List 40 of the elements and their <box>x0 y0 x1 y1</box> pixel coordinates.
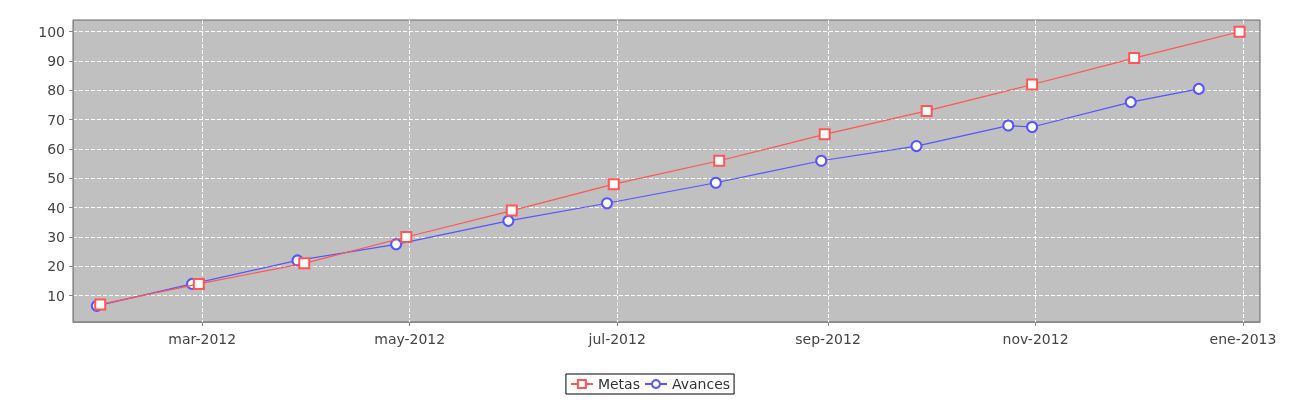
point <box>600 197 613 210</box>
x-tick-label: may-2012 <box>374 331 446 347</box>
point <box>192 277 205 290</box>
y-tick-label: 80 <box>47 82 65 99</box>
point <box>1026 78 1039 91</box>
point <box>815 154 828 167</box>
point <box>1026 121 1039 134</box>
point <box>1192 82 1205 95</box>
y-tick-label: 30 <box>47 228 65 245</box>
point <box>400 230 413 243</box>
y-tick-label: 100 <box>38 23 65 40</box>
point <box>920 104 933 117</box>
y-tick-label: 60 <box>47 141 65 158</box>
x-tick-label: jul-2012 <box>587 331 646 347</box>
point <box>818 128 831 141</box>
x-tick-label: ene-2013 <box>1209 331 1277 347</box>
y-tick-label: 50 <box>47 170 65 187</box>
legend-label: Metas <box>597 376 640 392</box>
point <box>713 154 726 167</box>
y-tick-label: 10 <box>47 287 65 304</box>
point <box>1002 119 1015 132</box>
point <box>298 257 311 270</box>
legend-label: Avances <box>671 376 731 392</box>
point <box>1124 96 1137 109</box>
y-tick-label: 40 <box>47 199 65 216</box>
point <box>505 204 518 217</box>
y-tick-label: 70 <box>47 111 65 128</box>
point <box>910 140 923 153</box>
point <box>1233 25 1246 38</box>
point <box>1128 52 1141 65</box>
x-tick-label: mar-2012 <box>168 331 237 347</box>
y-tick-label: 20 <box>47 258 65 275</box>
point <box>502 214 515 227</box>
point <box>607 178 620 191</box>
x-tick-label: sep-2012 <box>795 331 861 347</box>
point <box>390 238 403 251</box>
point <box>709 176 722 189</box>
x-tick-label: nov-2012 <box>1002 331 1069 347</box>
y-tick-label: 90 <box>47 53 65 70</box>
point <box>94 298 107 311</box>
